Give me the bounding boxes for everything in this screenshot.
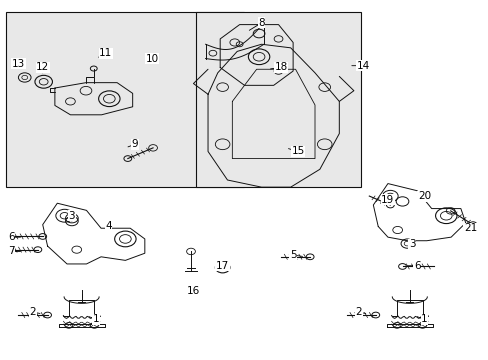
Text: 7: 7: [8, 247, 15, 256]
Text: 12: 12: [36, 63, 49, 72]
Text: 19: 19: [381, 195, 394, 204]
Text: 18: 18: [274, 63, 287, 72]
Text: 6: 6: [413, 261, 420, 271]
Text: 17: 17: [216, 261, 229, 271]
Text: 3: 3: [408, 239, 415, 249]
Text: 9: 9: [132, 139, 138, 149]
Text: 14: 14: [356, 61, 369, 71]
Text: 1: 1: [93, 314, 100, 324]
Text: 3: 3: [68, 211, 75, 221]
Text: 10: 10: [145, 54, 158, 64]
Text: 2: 2: [30, 307, 36, 317]
Text: 16: 16: [186, 286, 200, 296]
Text: 11: 11: [99, 48, 112, 58]
Text: 13: 13: [12, 59, 25, 69]
Text: 15: 15: [291, 147, 304, 157]
Text: 6: 6: [8, 232, 15, 242]
Text: 1: 1: [420, 314, 427, 324]
Text: 8: 8: [258, 18, 264, 28]
Text: 4: 4: [105, 221, 111, 231]
Text: 20: 20: [417, 191, 430, 201]
Text: 21: 21: [463, 223, 476, 233]
Bar: [6, 12, 244, 187]
Bar: [196, 12, 361, 187]
Text: 5: 5: [289, 250, 296, 260]
Text: 2: 2: [355, 307, 361, 317]
